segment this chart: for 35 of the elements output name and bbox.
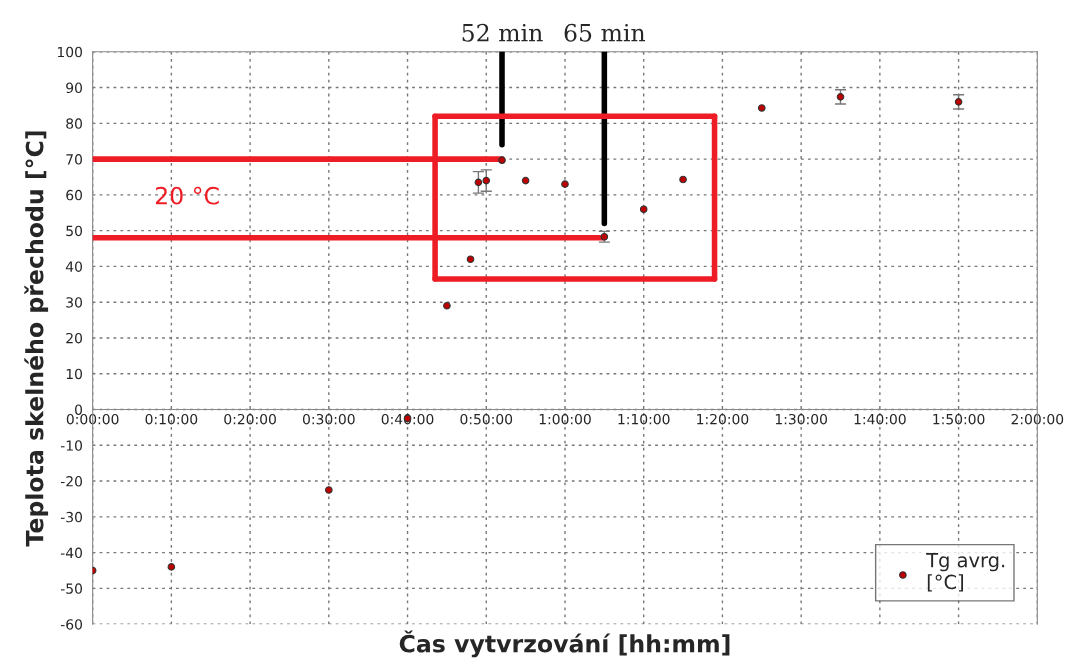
y-tick-label: 10 [66,368,83,380]
x-tick-label: 1:30:00 [775,413,827,425]
x-tick-label: 1:50:00 [933,413,985,425]
text: 65 min [564,23,646,42]
x-tick-label: 0:30:00 [302,413,355,425]
y-tick-label: 60 [66,189,83,201]
y-tick-label: 100 [57,46,83,58]
x-tick-label: 1:20:00 [697,413,749,425]
y-tick-label: -40 [60,547,83,559]
x-tick-label: 0:20:00 [224,413,276,425]
annotation: 20 °C [155,186,219,205]
x-tick-label: 1:00:00 [539,413,591,425]
x-tick-label: 0:00:00 [66,413,119,425]
y-tick-label: -50 [60,583,83,594]
y-tick-label: -10 [60,440,83,451]
y-tick-label: 90 [66,82,83,94]
legend-label: Tg avrg. [°C] [926,553,1005,592]
y-axis-title: Teplota skelného přechodu [°C] [24,131,49,547]
y-tick-label: 40 [65,261,83,272]
y-tick-label: -20 [60,476,83,487]
y-tick-label: 80 [66,118,83,129]
y-tick-label: 50 [66,225,83,237]
x-tick-label: 1:10:00 [618,413,670,425]
x-axis-title: Čas vytvrzování [hh:mm] [399,630,730,658]
y-tick-label: -30 [60,511,83,523]
y-tick-label: 30 [66,297,83,308]
x-tick-label: 0:50:00 [460,413,513,425]
text: 52 min [462,23,543,42]
y-tick-label: 70 [66,154,83,165]
x-tick-label: 0:10:00 [145,413,198,425]
x-tick-label: 2:00:00 [1011,413,1064,425]
y-tick-label: -60 [60,619,83,630]
x-tick-label: 1:40:00 [854,413,906,425]
y-tick-label: 0 [75,404,83,415]
y-tick-label: 20 [66,332,83,344]
